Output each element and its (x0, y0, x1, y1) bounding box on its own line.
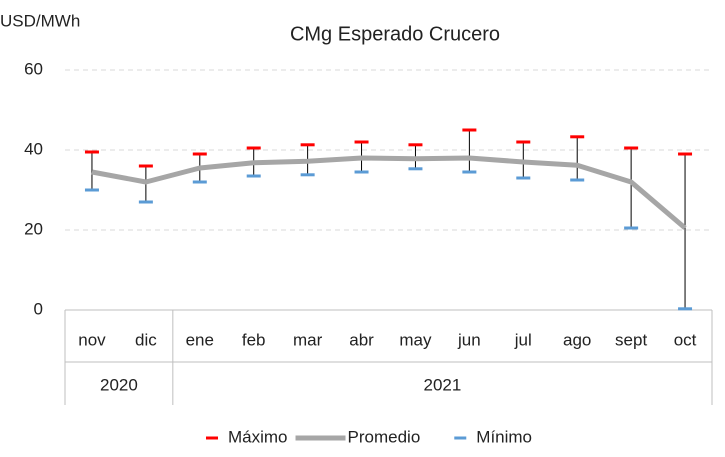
x-tick-label: jul (514, 330, 532, 349)
y-tick-label: 0 (34, 299, 43, 318)
chart-title: CMg Esperado Crucero (290, 23, 500, 45)
x-tick-label: oct (674, 330, 697, 349)
y-tick-label: 20 (24, 219, 43, 238)
x-tick-label: jun (457, 330, 481, 349)
x-tick-label: dic (135, 330, 157, 349)
line (91, 155, 687, 230)
x-tick-label: may (399, 330, 432, 349)
x-tick-label: abr (349, 330, 374, 349)
x-tick-label: ago (563, 330, 591, 349)
y-tick-label: 60 (24, 59, 43, 78)
legend-label: Promedio (348, 427, 421, 446)
legend-label: Mínimo (476, 427, 532, 446)
group-label: 2020 (100, 375, 138, 394)
x-tick-label: sept (615, 330, 647, 349)
y-tick-label: 40 (24, 139, 43, 158)
x-tick-label: ene (186, 330, 214, 349)
x-tick-label: feb (242, 330, 266, 349)
x-tick-label: mar (293, 330, 323, 349)
y-axis-label: USD/MWh (0, 11, 80, 30)
legend-label: Máximo (228, 427, 288, 446)
x-tick-label: nov (78, 330, 106, 349)
group-label: 2021 (424, 375, 462, 394)
